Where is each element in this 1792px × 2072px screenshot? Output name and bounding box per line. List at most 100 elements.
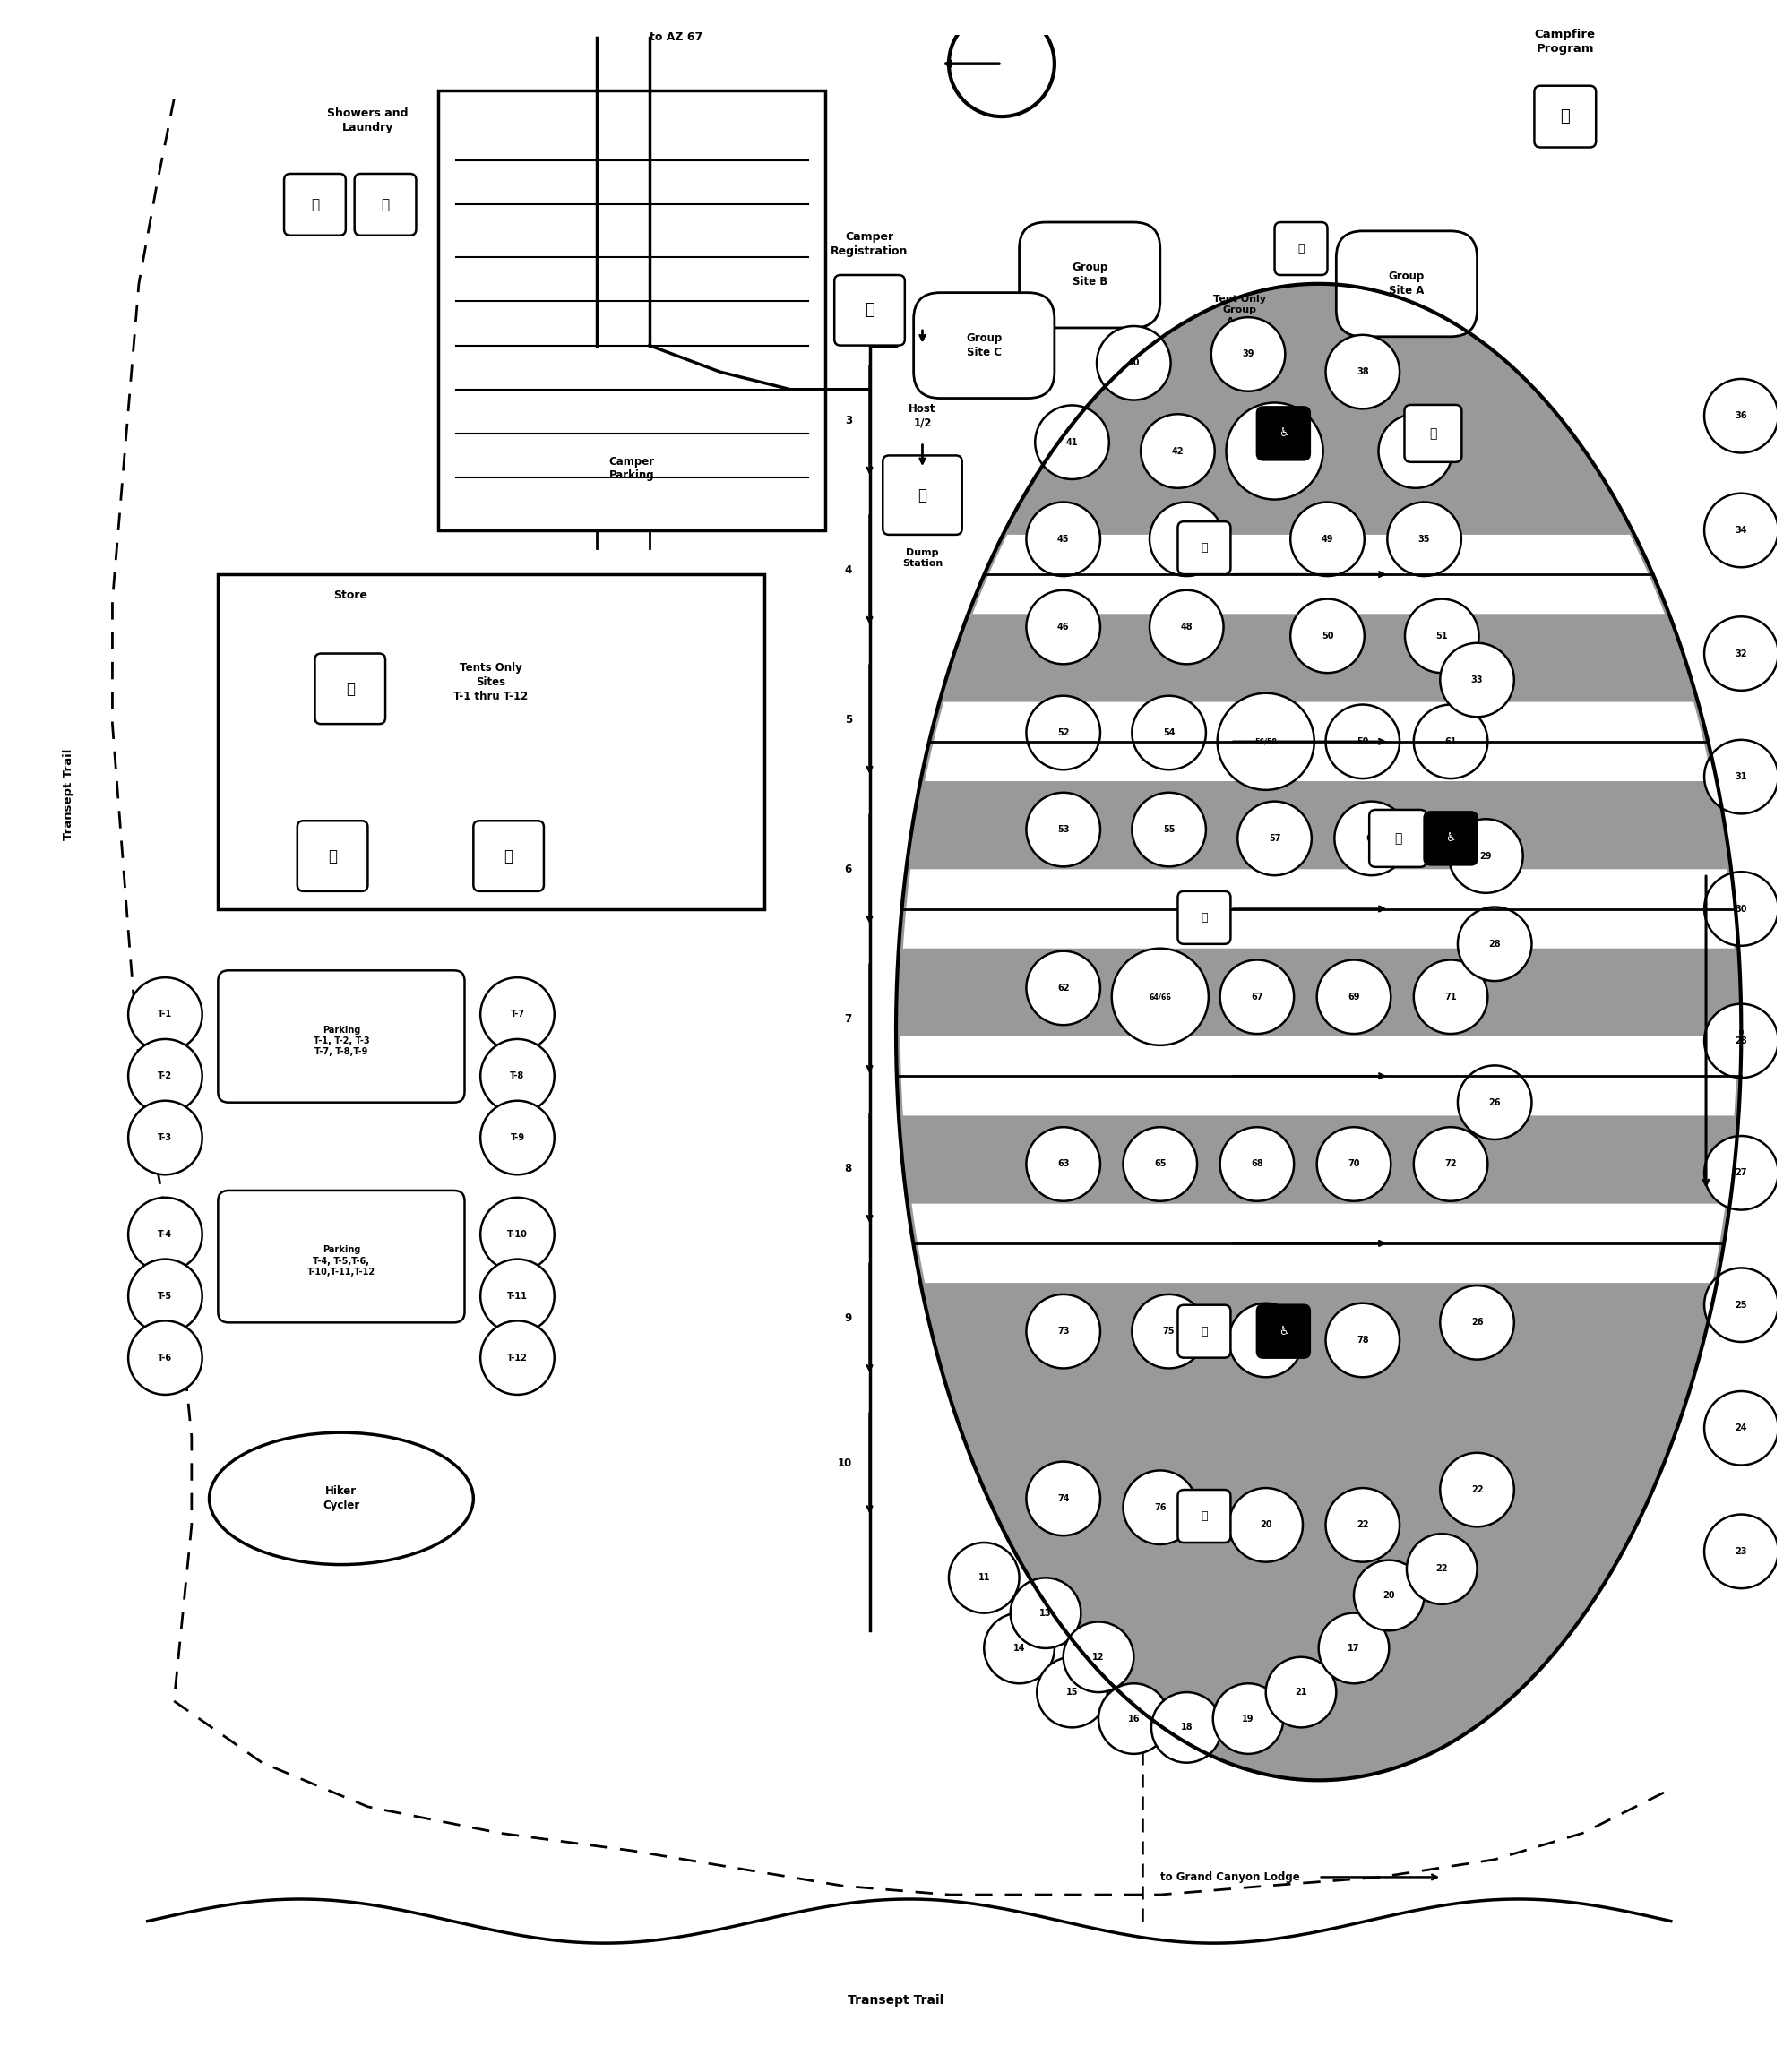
Circle shape [1326,336,1400,408]
Text: 19: 19 [1242,1714,1254,1724]
Circle shape [1704,379,1778,454]
Text: 39: 39 [1242,350,1254,358]
Circle shape [1027,696,1100,769]
Circle shape [480,1100,554,1175]
Circle shape [1027,1295,1100,1368]
FancyBboxPatch shape [219,1191,464,1322]
Circle shape [1038,1658,1107,1728]
Text: ♿: ♿ [1278,427,1288,439]
FancyBboxPatch shape [1274,222,1328,276]
Text: T-6: T-6 [158,1353,172,1361]
Text: 76: 76 [1154,1502,1167,1513]
Text: 72: 72 [1444,1160,1457,1169]
Circle shape [1111,949,1208,1044]
Circle shape [1317,1127,1391,1202]
FancyBboxPatch shape [1337,230,1477,336]
FancyBboxPatch shape [1534,85,1597,147]
Text: 53: 53 [1057,825,1070,835]
Circle shape [1326,704,1400,779]
Text: 🚻: 🚻 [328,847,337,864]
Circle shape [1290,599,1364,673]
Text: 71: 71 [1444,992,1457,1001]
Circle shape [1704,493,1778,568]
Polygon shape [903,868,1735,949]
Text: to AZ 67: to AZ 67 [649,31,702,44]
FancyBboxPatch shape [835,276,905,346]
Circle shape [480,978,554,1051]
Circle shape [1414,1127,1487,1202]
Text: Store: Store [333,588,367,601]
FancyBboxPatch shape [1425,812,1477,864]
Circle shape [1133,794,1206,866]
Text: North: North [986,0,1018,2]
Text: 54: 54 [1163,727,1176,738]
Circle shape [1220,959,1294,1034]
Text: 59: 59 [1357,738,1369,746]
Text: 8: 8 [844,1162,851,1175]
Circle shape [480,1198,554,1272]
Text: Parking
T-1, T-2, T-3
T-7, T-8,T-9: Parking T-1, T-2, T-3 T-7, T-8,T-9 [314,1026,369,1057]
Circle shape [1457,1065,1532,1140]
Text: 14: 14 [1012,1643,1025,1653]
Text: 🚛: 🚛 [918,487,926,503]
Text: T-9: T-9 [511,1133,525,1142]
Text: 9: 9 [844,1312,851,1324]
Text: 26: 26 [1489,1098,1500,1106]
Circle shape [1704,1515,1778,1589]
FancyBboxPatch shape [883,456,962,535]
Text: 60: 60 [1366,833,1378,843]
Polygon shape [973,535,1665,613]
Circle shape [1011,1577,1081,1647]
Circle shape [1229,1303,1303,1378]
Circle shape [1036,406,1109,479]
Text: 18: 18 [1181,1724,1193,1732]
Text: 17: 17 [1348,1643,1360,1653]
Circle shape [1326,1303,1400,1378]
Text: Tents Only
Sites
T-1 thru T-12: Tents Only Sites T-1 thru T-12 [453,663,529,702]
Text: Group
Site C: Group Site C [966,332,1002,358]
Text: 73: 73 [1057,1326,1070,1336]
Circle shape [1457,908,1532,980]
Text: 🏕: 🏕 [866,303,874,319]
Text: 68: 68 [1251,1160,1263,1169]
Circle shape [1142,414,1215,489]
Text: 🧺: 🧺 [382,197,389,211]
Text: 24: 24 [1735,1423,1747,1432]
Text: 41: 41 [1066,437,1079,448]
Circle shape [1027,1127,1100,1202]
Text: 🔥: 🔥 [1561,108,1570,124]
Text: Transept Trail: Transept Trail [63,748,73,841]
Text: Camper
Registration: Camper Registration [831,230,909,257]
Circle shape [480,1260,554,1332]
Text: T-2: T-2 [158,1071,172,1080]
Circle shape [948,1542,1020,1612]
Circle shape [1378,414,1453,489]
Circle shape [480,1038,554,1113]
Text: Hiker
Cycler: Hiker Cycler [323,1486,360,1513]
Text: 49: 49 [1321,535,1333,543]
Text: 37: 37 [1410,448,1421,456]
Polygon shape [984,284,1652,574]
Text: 77: 77 [1260,1336,1272,1345]
Text: 22: 22 [1471,1486,1484,1494]
Text: T-8: T-8 [511,1071,525,1080]
Text: 🗑: 🗑 [504,847,513,864]
Circle shape [1317,959,1391,1034]
Circle shape [129,1320,202,1394]
Text: 10: 10 [837,1457,851,1469]
Circle shape [1704,1003,1778,1077]
Circle shape [129,1038,202,1113]
Circle shape [1704,872,1778,945]
Text: 51: 51 [1435,632,1448,640]
FancyBboxPatch shape [297,821,367,891]
Circle shape [1150,591,1224,665]
Circle shape [1226,402,1322,499]
FancyBboxPatch shape [1256,406,1310,460]
Text: 27: 27 [1735,1169,1747,1177]
Circle shape [1063,1622,1134,1693]
Text: 64/66: 64/66 [1149,992,1172,1001]
Text: to Grand Canyon Lodge: to Grand Canyon Lodge [1159,1871,1299,1883]
Polygon shape [901,742,1735,910]
Circle shape [1319,1612,1389,1682]
Circle shape [1211,317,1285,392]
